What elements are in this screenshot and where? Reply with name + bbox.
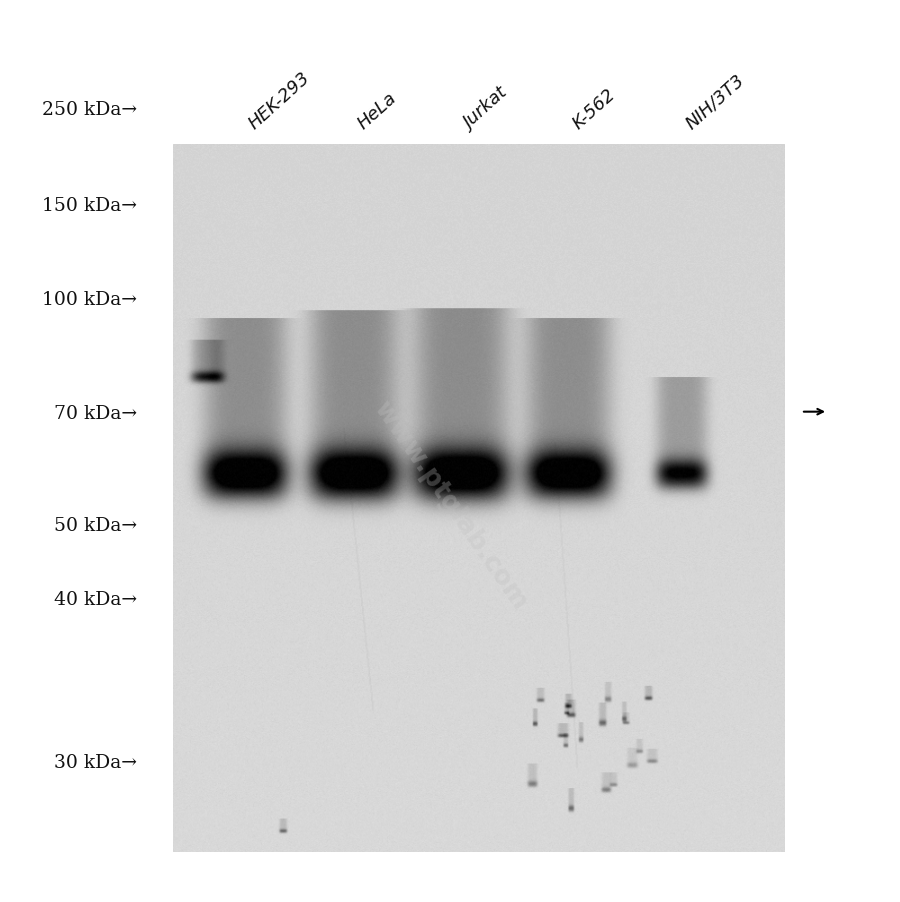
Text: 100 kDa→: 100 kDa→ <box>41 290 137 308</box>
Text: HeLa: HeLa <box>354 88 400 133</box>
Text: Jurkat: Jurkat <box>461 84 512 133</box>
Text: 150 kDa→: 150 kDa→ <box>41 197 137 215</box>
Text: K-562: K-562 <box>569 85 618 133</box>
Text: 250 kDa→: 250 kDa→ <box>41 101 137 119</box>
Text: 30 kDa→: 30 kDa→ <box>54 753 137 771</box>
Text: 50 kDa→: 50 kDa→ <box>54 516 137 534</box>
Text: www.ptglab.com: www.ptglab.com <box>368 396 532 614</box>
Text: 40 kDa→: 40 kDa→ <box>54 590 137 608</box>
Text: 70 kDa→: 70 kDa→ <box>54 404 137 422</box>
Text: NIH/3T3: NIH/3T3 <box>682 71 748 133</box>
Text: HEK-293: HEK-293 <box>245 69 313 133</box>
